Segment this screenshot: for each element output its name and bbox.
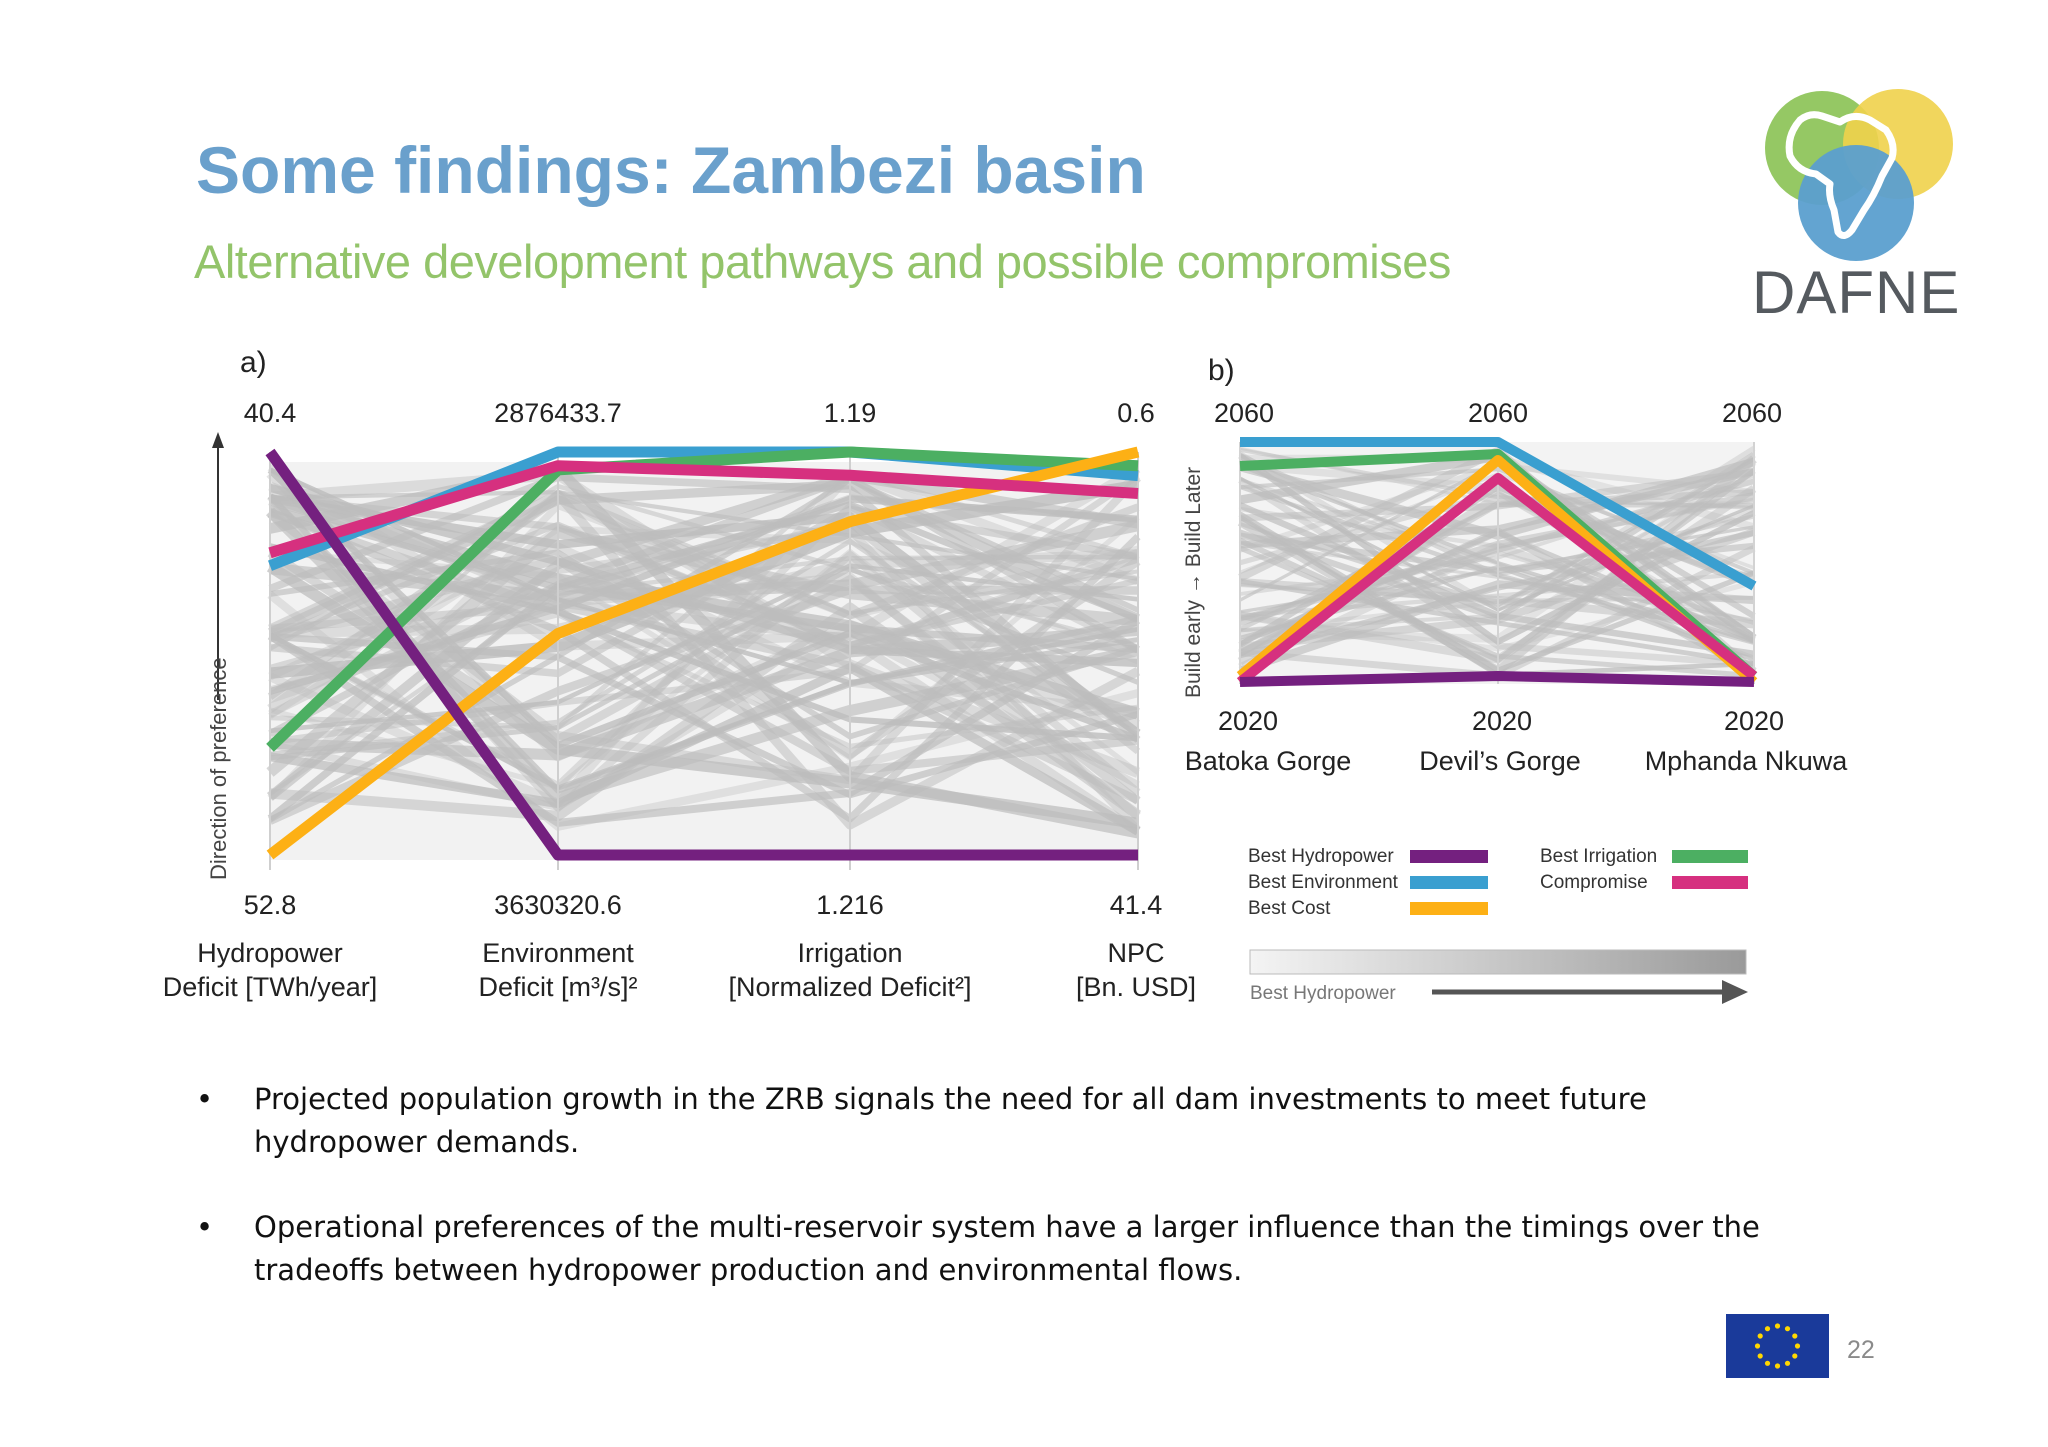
- gradient-arrow-head-icon: [1722, 980, 1748, 1004]
- axis-name-line1: Environment: [482, 938, 634, 968]
- background-solution-line: [266, 471, 1139, 801]
- panel-b: b) 2060 2020 Batoka Gorge 2060 2020 Devil’s Go…: [1182, 354, 1848, 1004]
- series-line-best-hydropower: [1239, 671, 1755, 687]
- bullet-item: • Operational preferences of the multi-r…: [190, 1206, 1790, 1292]
- eu-star: [1784, 1360, 1791, 1366]
- background-solution-line: [268, 462, 1140, 839]
- panel-label-a: a): [240, 346, 267, 379]
- background-solution-line: [268, 489, 1139, 748]
- legend-label: Best Irrigation: [1540, 846, 1657, 867]
- series-line-compromise: [1236, 473, 1758, 686]
- axis-name-line1: Hydropower: [197, 938, 343, 968]
- background-solution-line: [267, 463, 1141, 651]
- eu-star: [1764, 1326, 1771, 1332]
- legend-label: Best Cost: [1248, 898, 1331, 919]
- eu-star: [1792, 1353, 1798, 1359]
- series-line-compromise: [268, 460, 1139, 559]
- eu-star: [1764, 1360, 1771, 1366]
- background-solution-line: [268, 585, 1139, 825]
- eu-star: [1774, 1363, 1781, 1369]
- legend-label: Best Hydropower: [1248, 846, 1394, 867]
- axis-bottom-label: 52.8: [244, 890, 297, 920]
- axis-bottom-label: 41.4: [1110, 890, 1163, 920]
- series-line-best-environment: [1240, 437, 1757, 591]
- axis-top-label: 40.4: [244, 398, 297, 428]
- axis-top-label: 2060: [1468, 398, 1528, 428]
- gradient-label: Best Hydropower: [1250, 983, 1396, 1004]
- slide-subtitle: Alternative development pathways and pos…: [194, 235, 1451, 288]
- bullet-item: • Projected population growth in the ZRB…: [190, 1078, 1790, 1164]
- legend-swatch: [1410, 876, 1488, 889]
- legend-swatch: [1410, 902, 1488, 915]
- legend-swatch: [1410, 850, 1488, 863]
- background-solution-line: [268, 502, 1140, 790]
- background-solution-line: [269, 469, 1139, 730]
- eu-flag-icon: [1726, 1314, 1829, 1378]
- axis-bottom-label: 2020: [1472, 706, 1532, 736]
- eu-star: [1774, 1323, 1781, 1329]
- axis-top-label: 2060: [1722, 398, 1782, 428]
- build-timing-label: Build early → Build Later: [1182, 467, 1205, 698]
- preference-arrow-head-icon: [212, 432, 224, 448]
- axis-top-label: 2060: [1214, 398, 1274, 428]
- background-solution-line: [268, 555, 1141, 759]
- axis-name-line2: Deficit [m³/s]²: [479, 972, 638, 1002]
- eu-star: [1794, 1343, 1801, 1349]
- legend: Best Hydropower Best Environment Best Cost…: [1248, 846, 1748, 919]
- eu-star: [1792, 1333, 1798, 1339]
- background-solution-line: [268, 521, 1139, 648]
- legend-swatch: [1672, 876, 1748, 889]
- series-line-best-irrigation: [266, 446, 1139, 752]
- panel-a: a) 40.4 52.8 Hydropower Deficit [TWh/year] 28…: [163, 346, 1196, 1002]
- axis-bottom-label: 2020: [1218, 706, 1278, 736]
- direction-of-preference-label: Direction of preference: [206, 657, 231, 880]
- series-line-best-hydropower: [265, 448, 1138, 861]
- slide-title: Some findings: Zambezi basin: [196, 133, 1146, 207]
- axis-bottom-label: 1.216: [816, 890, 884, 920]
- panel-label-b: b): [1208, 354, 1235, 387]
- eu-star: [1754, 1343, 1761, 1349]
- axis-top-label: 0.6: [1117, 398, 1155, 428]
- axis-name-line1: Irrigation: [797, 938, 902, 968]
- bullet-dot: •: [196, 1082, 214, 1116]
- axis-top-label: 2876433.7: [494, 398, 622, 428]
- axis-top-label: 1.19: [824, 398, 877, 428]
- eu-star: [1757, 1353, 1763, 1359]
- legend-label: Compromise: [1540, 872, 1648, 893]
- logo-text: DAFNE: [1752, 259, 1961, 326]
- axis-bottom-label: 2020: [1724, 706, 1784, 736]
- axis-name: Mphanda Nkuwa: [1645, 746, 1849, 776]
- bullet-text: Projected population growth in the ZRB s…: [254, 1082, 1647, 1159]
- axis-name-line2: Deficit [TWh/year]: [163, 972, 378, 1002]
- eu-star: [1784, 1326, 1791, 1332]
- eu-star: [1757, 1333, 1763, 1339]
- dafne-logo-icon: [1765, 89, 1953, 261]
- axis-name: Batoka Gorge: [1185, 746, 1352, 776]
- bullet-list: • Projected population growth in the ZRB…: [190, 1078, 1790, 1334]
- bullet-text: Operational preferences of the multi-res…: [254, 1210, 1760, 1287]
- legend-label: Best Environment: [1248, 872, 1399, 893]
- background-solution-line: [269, 628, 1140, 811]
- background-solution-line: [269, 602, 1142, 822]
- axis-name-line2: [Bn. USD]: [1076, 972, 1196, 1002]
- page-number: 22: [1847, 1336, 1875, 1364]
- legend-swatch: [1672, 850, 1748, 863]
- gradient-bar: [1249, 949, 1747, 975]
- axis-name-line2: [Normalized Deficit²]: [728, 972, 971, 1002]
- axis-name-line1: NPC: [1107, 938, 1164, 968]
- background-solution-line: [267, 591, 1140, 831]
- axis-name: Devil’s Gorge: [1419, 746, 1581, 776]
- bullet-dot: •: [196, 1210, 214, 1244]
- axis-bottom-label: 3630320.6: [494, 890, 622, 920]
